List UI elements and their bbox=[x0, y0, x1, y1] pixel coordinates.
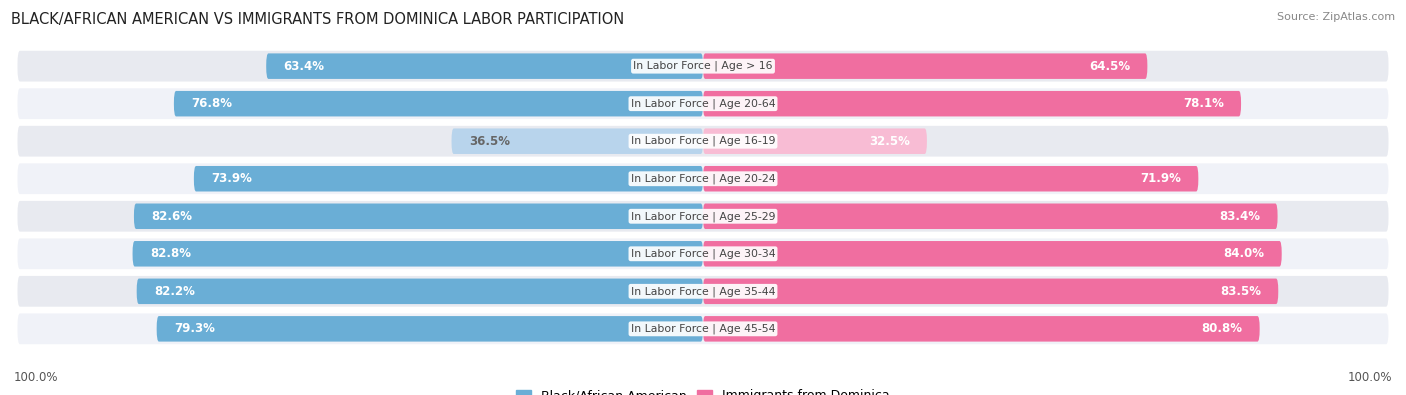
Text: 63.4%: 63.4% bbox=[284, 60, 325, 73]
FancyBboxPatch shape bbox=[703, 166, 1198, 192]
Text: 80.8%: 80.8% bbox=[1202, 322, 1243, 335]
FancyBboxPatch shape bbox=[136, 278, 703, 304]
Text: 82.6%: 82.6% bbox=[152, 210, 193, 223]
FancyBboxPatch shape bbox=[194, 166, 703, 192]
Text: 36.5%: 36.5% bbox=[468, 135, 510, 148]
Text: 82.2%: 82.2% bbox=[153, 285, 195, 298]
FancyBboxPatch shape bbox=[703, 203, 1278, 229]
FancyBboxPatch shape bbox=[17, 239, 1389, 269]
FancyBboxPatch shape bbox=[17, 276, 1389, 307]
Text: 84.0%: 84.0% bbox=[1223, 247, 1264, 260]
FancyBboxPatch shape bbox=[134, 203, 703, 229]
FancyBboxPatch shape bbox=[266, 53, 703, 79]
FancyBboxPatch shape bbox=[451, 128, 703, 154]
FancyBboxPatch shape bbox=[17, 164, 1389, 194]
FancyBboxPatch shape bbox=[703, 241, 1282, 267]
Text: In Labor Force | Age > 16: In Labor Force | Age > 16 bbox=[633, 61, 773, 71]
FancyBboxPatch shape bbox=[132, 241, 703, 267]
FancyBboxPatch shape bbox=[156, 316, 703, 342]
FancyBboxPatch shape bbox=[17, 201, 1389, 231]
FancyBboxPatch shape bbox=[703, 128, 927, 154]
Text: 100.0%: 100.0% bbox=[14, 371, 59, 384]
Text: BLACK/AFRICAN AMERICAN VS IMMIGRANTS FROM DOMINICA LABOR PARTICIPATION: BLACK/AFRICAN AMERICAN VS IMMIGRANTS FRO… bbox=[11, 12, 624, 27]
Text: 83.4%: 83.4% bbox=[1219, 210, 1260, 223]
FancyBboxPatch shape bbox=[17, 51, 1389, 81]
Text: In Labor Force | Age 20-24: In Labor Force | Age 20-24 bbox=[631, 173, 775, 184]
Text: In Labor Force | Age 20-64: In Labor Force | Age 20-64 bbox=[631, 98, 775, 109]
Text: 83.5%: 83.5% bbox=[1220, 285, 1261, 298]
FancyBboxPatch shape bbox=[703, 53, 1147, 79]
Text: 76.8%: 76.8% bbox=[191, 97, 232, 110]
Text: 64.5%: 64.5% bbox=[1090, 60, 1130, 73]
FancyBboxPatch shape bbox=[17, 126, 1389, 156]
Text: In Labor Force | Age 25-29: In Labor Force | Age 25-29 bbox=[631, 211, 775, 222]
FancyBboxPatch shape bbox=[17, 314, 1389, 344]
Text: 100.0%: 100.0% bbox=[1347, 371, 1392, 384]
FancyBboxPatch shape bbox=[703, 91, 1241, 117]
Text: 32.5%: 32.5% bbox=[869, 135, 910, 148]
Text: In Labor Force | Age 16-19: In Labor Force | Age 16-19 bbox=[631, 136, 775, 147]
Text: In Labor Force | Age 45-54: In Labor Force | Age 45-54 bbox=[631, 324, 775, 334]
Text: 78.1%: 78.1% bbox=[1182, 97, 1223, 110]
Text: In Labor Force | Age 35-44: In Labor Force | Age 35-44 bbox=[631, 286, 775, 297]
Text: 82.8%: 82.8% bbox=[150, 247, 191, 260]
FancyBboxPatch shape bbox=[703, 316, 1260, 342]
Text: Source: ZipAtlas.com: Source: ZipAtlas.com bbox=[1277, 12, 1395, 22]
Text: 79.3%: 79.3% bbox=[174, 322, 215, 335]
Text: 73.9%: 73.9% bbox=[211, 172, 252, 185]
FancyBboxPatch shape bbox=[174, 91, 703, 117]
FancyBboxPatch shape bbox=[703, 278, 1278, 304]
FancyBboxPatch shape bbox=[17, 88, 1389, 119]
Text: 71.9%: 71.9% bbox=[1140, 172, 1181, 185]
Text: In Labor Force | Age 30-34: In Labor Force | Age 30-34 bbox=[631, 248, 775, 259]
Legend: Black/African American, Immigrants from Dominica: Black/African American, Immigrants from … bbox=[512, 384, 894, 395]
